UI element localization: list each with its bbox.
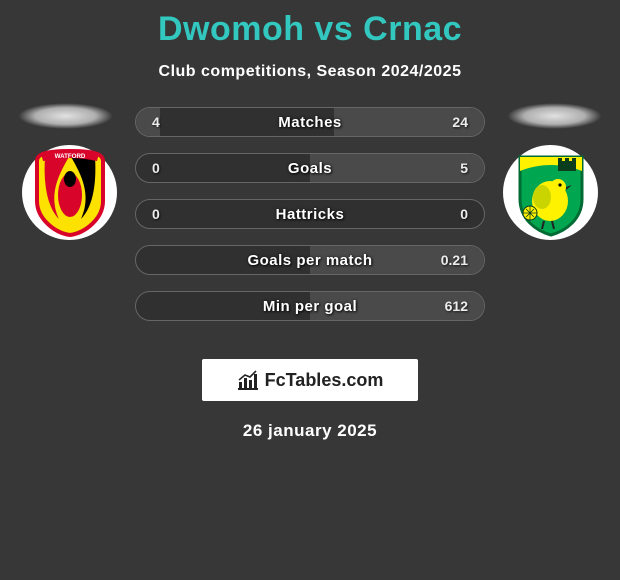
comparison-arena: WATFORD — [0, 103, 620, 353]
stat-row: Min per goal612 — [135, 291, 485, 321]
branding-badge: FcTables.com — [202, 359, 418, 401]
norwich-crest-icon — [512, 149, 590, 237]
subtitle: Club competitions, Season 2024/2025 — [0, 63, 620, 81]
stat-value-right: 24 — [428, 114, 468, 130]
stat-value-right: 0.21 — [428, 252, 468, 268]
stat-row: 0Goals5 — [135, 153, 485, 183]
page-title: Dwomoh vs Crnac — [0, 0, 620, 49]
bar-chart-icon — [237, 370, 259, 390]
branding-label: FcTables.com — [265, 370, 384, 391]
crest-shadow-left — [18, 103, 113, 129]
stat-value-right: 612 — [428, 298, 468, 314]
stats-list: 4Matches24 0Goals5 0Hattricks0 Goals per ma… — [135, 107, 485, 337]
crest-left-banner-text: WATFORD — [54, 153, 85, 160]
stat-value-right: 5 — [428, 160, 468, 176]
crest-left: WATFORD — [22, 145, 117, 240]
crest-shadow-right — [507, 103, 602, 129]
stat-row: 0Hattricks0 — [135, 199, 485, 229]
crest-right — [503, 145, 598, 240]
stat-row: Goals per match0.21 — [135, 245, 485, 275]
stat-value-right: 0 — [428, 206, 468, 222]
stat-row: 4Matches24 — [135, 107, 485, 137]
date-line: 26 january 2025 — [0, 421, 620, 441]
watford-crest-icon: WATFORD — [31, 149, 109, 237]
